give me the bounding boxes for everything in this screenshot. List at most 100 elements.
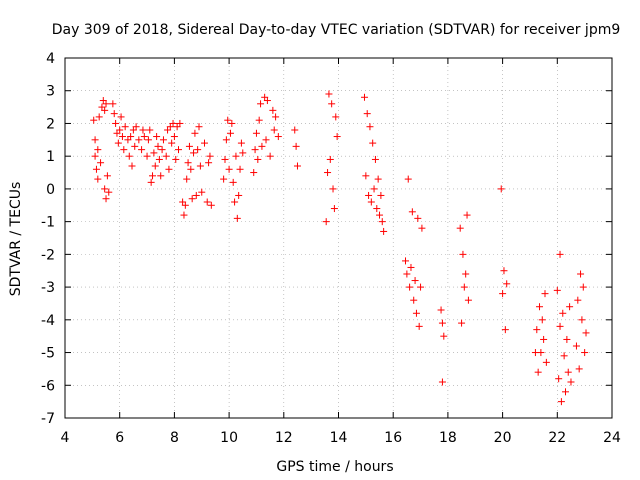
data-point (272, 113, 280, 121)
data-point (206, 152, 214, 160)
data-point (155, 155, 163, 163)
y-tick-label: 4 (46, 51, 55, 67)
data-point (373, 205, 381, 213)
data-point (159, 136, 167, 144)
data-point (222, 136, 230, 144)
data-point (458, 319, 466, 327)
data-point (415, 322, 423, 330)
data-point (183, 175, 191, 183)
data-point (112, 119, 120, 127)
data-point (437, 306, 445, 314)
data-point (102, 195, 110, 203)
data-point (94, 175, 102, 183)
data-point (95, 113, 103, 121)
data-point (322, 218, 330, 226)
data-point (410, 296, 418, 304)
data-point (459, 250, 467, 258)
data-point (172, 155, 180, 163)
data-point (497, 185, 505, 193)
data-point (187, 165, 195, 173)
data-point (229, 178, 237, 186)
data-point (149, 172, 157, 180)
data-point (128, 162, 136, 170)
data-point (102, 100, 110, 108)
y-tick-label: -2 (41, 247, 55, 263)
data-point (574, 296, 582, 304)
data-point (408, 208, 416, 216)
data-point (417, 283, 425, 291)
data-point (365, 191, 373, 199)
data-point (203, 198, 211, 206)
y-tick-label: -6 (41, 378, 55, 394)
data-point (325, 90, 333, 98)
data-point (536, 303, 544, 311)
data-point (101, 185, 109, 193)
x-tick-label: 18 (439, 430, 457, 446)
data-point (228, 119, 236, 127)
data-point (180, 211, 188, 219)
data-point (537, 349, 545, 357)
data-point (563, 335, 571, 343)
y-tick-label: 0 (46, 182, 55, 198)
data-point (105, 188, 113, 196)
data-point (412, 309, 420, 317)
data-point (418, 224, 426, 232)
data-point (370, 185, 378, 193)
data-point (369, 139, 377, 147)
data-point (555, 375, 563, 383)
data-point (121, 123, 129, 131)
x-tick-label: 12 (275, 430, 293, 446)
data-point (329, 185, 337, 193)
x-tick-label: 4 (61, 430, 70, 446)
data-point (403, 270, 411, 278)
y-tick-label: -7 (41, 411, 55, 427)
data-point (91, 152, 99, 160)
data-point (139, 126, 147, 134)
data-point (326, 155, 334, 163)
data-point (195, 123, 203, 131)
data-point (533, 326, 541, 334)
data-point (91, 136, 99, 144)
data-point (175, 146, 183, 154)
data-point (440, 332, 448, 340)
data-point (92, 165, 100, 173)
data-point (269, 106, 277, 114)
data-point (131, 142, 139, 150)
data-point (380, 227, 388, 235)
data-point (460, 283, 468, 291)
data-point (198, 188, 206, 196)
data-point (90, 116, 98, 124)
data-point (162, 152, 170, 160)
data-point (158, 146, 166, 154)
data-point (367, 198, 375, 206)
data-point (564, 368, 572, 376)
data-point (116, 126, 124, 134)
data-point (556, 250, 564, 258)
data-point (120, 146, 128, 154)
data-point (456, 224, 464, 232)
data-point (236, 165, 244, 173)
data-point (291, 126, 299, 134)
data-point (411, 277, 419, 285)
data-point (185, 142, 193, 150)
data-point (499, 290, 507, 298)
data-point (140, 133, 148, 141)
data-point (125, 152, 133, 160)
x-tick-label: 6 (115, 430, 124, 446)
data-point (191, 129, 199, 137)
grid (65, 58, 612, 418)
data-point (138, 146, 146, 154)
data-point (262, 136, 270, 144)
data-point (101, 106, 109, 114)
data-point (150, 149, 158, 157)
data-point (110, 110, 118, 118)
data-point (127, 133, 135, 141)
data-point (542, 358, 550, 366)
data-point (190, 149, 198, 157)
data-point (572, 342, 580, 350)
data-point (114, 139, 122, 147)
data-point (135, 136, 143, 144)
data-point (143, 152, 151, 160)
